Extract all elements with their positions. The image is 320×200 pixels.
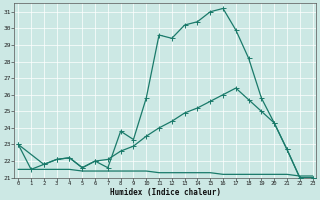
X-axis label: Humidex (Indice chaleur): Humidex (Indice chaleur) (110, 188, 221, 197)
